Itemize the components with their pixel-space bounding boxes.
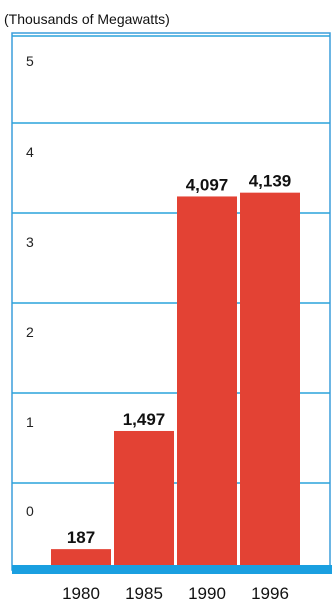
y-tick-label: 4 xyxy=(26,144,34,160)
bar xyxy=(177,196,237,566)
y-tick-label: 3 xyxy=(26,234,34,250)
x-tick-label: 1985 xyxy=(125,584,163,603)
x-tick-label: 1980 xyxy=(62,584,100,603)
y-tick-label: 2 xyxy=(26,324,34,340)
data-label: 1,497 xyxy=(123,410,166,429)
chart-subtitle: (Thousands of Megawatts) xyxy=(4,11,170,27)
y-tick-label: 1 xyxy=(26,414,34,430)
x-tick-label: 1996 xyxy=(251,584,289,603)
y-tick-label: 5 xyxy=(26,53,34,69)
bar xyxy=(114,430,174,566)
bar xyxy=(240,192,300,566)
bar xyxy=(51,549,111,566)
y-tick-label: 0 xyxy=(26,503,34,519)
baseline-band xyxy=(12,565,332,574)
x-tick-label: 1990 xyxy=(188,584,226,603)
data-label: 4,139 xyxy=(249,172,292,191)
data-label: 187 xyxy=(67,528,95,547)
data-label: 4,097 xyxy=(186,175,229,194)
